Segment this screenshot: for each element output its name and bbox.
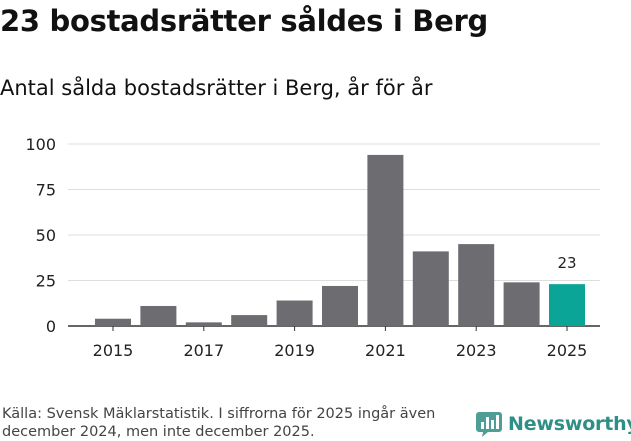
chart-subtitle: Antal sålda bostadsrätter i Berg, år för… [0, 76, 433, 100]
chart-title: 23 bostadsrätter såldes i Berg [0, 4, 488, 38]
bar-2017 [185, 322, 222, 326]
source-note: Källa: Svensk Mäklarstatistik. I siffror… [2, 406, 436, 440]
x-tick-label: 2021 [365, 341, 406, 360]
bars [95, 154, 585, 326]
bar-2020 [322, 285, 358, 326]
bar-2021 [367, 154, 404, 326]
y-tick-label: 100 [25, 135, 56, 154]
data-label-2025: 23 [557, 254, 576, 272]
bar-2015 [95, 318, 131, 326]
brand-logo: Newsworthy [476, 410, 631, 438]
bar-2016 [140, 305, 177, 326]
bar-2025 [549, 284, 585, 326]
y-tick-label: 25 [36, 272, 56, 291]
y-tick-label: 75 [36, 181, 56, 200]
y-tick-label: 50 [36, 226, 56, 245]
brand-name: Newsworthy [508, 413, 631, 435]
labels: 0 25 50 75 100 2015 2017 2019 2021 2023 2025 23 [25, 135, 587, 360]
x-tick-label: 2017 [183, 341, 224, 360]
bar-2024 [503, 282, 540, 326]
newsworthy-logo-icon [476, 412, 502, 437]
x-tick-label: 2025 [547, 341, 588, 360]
x-tick-label: 2015 [93, 341, 134, 360]
x-tick-label: 2023 [456, 341, 497, 360]
bar-2023 [458, 244, 495, 326]
bar-2022 [412, 251, 449, 326]
y-tick-label: 0 [46, 317, 56, 336]
bar-2019 [276, 300, 313, 326]
bar-2018 [231, 315, 268, 326]
x-tick-label: 2019 [274, 341, 315, 360]
